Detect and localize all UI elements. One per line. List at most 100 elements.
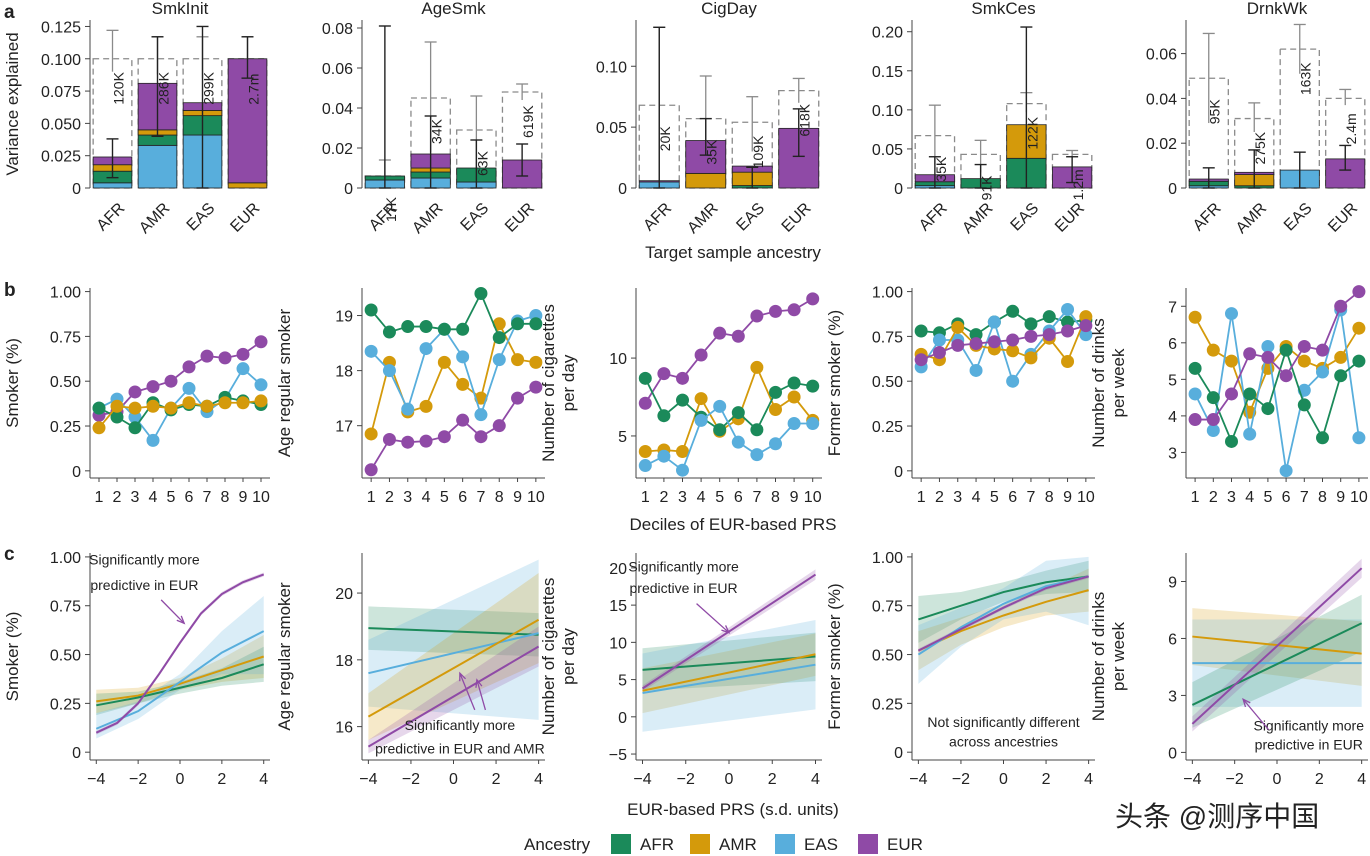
data-point-amr [1006,344,1020,358]
fit-line-afr [96,663,265,707]
y-tick-label: 0.02 [322,141,353,158]
panel-a-2: AgeSmk00.020.040.060.0817KAFR34KAMR63KEA… [322,0,543,237]
data-point-afr [1042,310,1056,324]
data-point-eur [218,351,232,365]
x-tick-label: AMR [684,200,721,237]
fit-line-afr [368,627,539,636]
x-tick-label: −2 [129,771,147,788]
data-point-eur [1225,387,1238,401]
x-tick-label: 2 [659,489,668,506]
annotation-arrowhead [721,625,731,634]
data-point-amr [1297,354,1311,368]
sample-size-label: 2.4m [1343,113,1359,144]
legend-label-eur: EUR [887,835,923,854]
sample-size-label: 35K [704,139,720,165]
x-tick-label: EAS [184,200,219,235]
data-point-eur [200,349,214,363]
y-axis-label: Age regular smoker [275,582,294,731]
data-point-eur [969,337,983,351]
y-tick-label: 0.04 [1146,91,1177,108]
x-tick-label: AMR [409,200,446,237]
data-point-eas [1188,387,1202,401]
data-point-amr [236,396,250,410]
series-line-eas [920,308,1087,384]
reference-bar [1234,117,1275,189]
data-point-afr [713,423,727,437]
data-point-eas [1279,464,1293,478]
data-point-eas [401,402,415,416]
data-point-afr [787,376,801,390]
data-point-amr [787,390,801,404]
legend-key-amr [690,834,710,854]
data-point-eas [146,433,160,447]
fit-line-eur [917,575,1089,652]
panel-b-1: 0 0.25 0.50 0.75 1.00 Smoker (%) 1 2 3 4 5 6 7 8 9 10 [3,285,270,506]
data-point-eas [1006,374,1020,388]
y-tick-label: 0 [618,710,627,727]
annotation-text: Significantly more [405,717,516,733]
x-tick-label: −4 [359,771,377,788]
y-tick-label: 18 [335,653,353,670]
x-tick-label: 3 [953,489,962,506]
reference-bar [1325,97,1366,189]
data-point-eur [694,348,708,362]
data-point-afr [437,322,451,336]
x-tick-label: AFR [1190,200,1225,235]
data-point-amr [769,402,782,416]
data-point-eur [1297,339,1311,353]
data-point-eas [456,350,470,364]
data-point-afr [1061,315,1075,329]
y-tick-label: 0.25 [50,419,81,436]
data-point-afr [1352,354,1366,368]
series-line-amr [920,316,1087,364]
data-point-afr [456,322,470,336]
y-axis-label: Number of drinks [1089,592,1108,721]
fit-line-amr [367,618,540,718]
data-point-eur [236,347,250,361]
x-tick-label: 4 [697,489,706,506]
series-line-eur [644,298,814,404]
x-tick-label: 0 [999,771,1008,788]
data-point-amr [110,399,124,413]
panel-title: DrnkWk [1247,0,1308,18]
sample-size-label: 120K [111,71,127,104]
data-point-afr [128,421,142,435]
series-line-eur [920,324,1087,361]
x-tick-label: AFR [94,200,129,235]
y-tick-label: 0 [344,181,353,198]
data-point-eas [694,413,708,427]
x-tick-label: 5 [167,489,176,506]
x-tick-label: 7 [752,489,761,506]
data-point-eas [1316,365,1329,379]
x-tick-label: AMR [136,200,173,237]
ci-band-amr [918,568,1089,671]
x-tick-label: EAS [1281,200,1316,235]
sample-size-label: 91K [979,175,995,201]
row-b-xlabel: Deciles of EUR-based PRS [630,515,837,534]
x-tick-label: AMR [1233,200,1270,237]
y-tick-label: 4 [1168,409,1177,426]
y-tick-label: 0 [894,181,903,198]
y-tick-label: 0.06 [1146,47,1177,64]
y-tick-label: 9 [1168,574,1177,591]
data-point-eur [382,432,396,446]
sample-size-label: 275K [1252,131,1268,164]
data-point-eur [1042,328,1056,342]
annotation-arrowhead [176,615,186,625]
data-point-eur [787,303,801,317]
panel-a-5: DrnkWk 0 0.02 0.04 0.06 95K AFR 275K AMR 163K EAS 2… [1146,0,1366,237]
y-tick-label: 6 [1168,336,1177,353]
x-tick-label: 10 [804,489,822,506]
panel-a-1: SmkInit 0 0.025 0.050 0.075 0.100 0.125 Varianc… [3,0,268,237]
data-point-eur [1334,299,1348,313]
sample-size-label: 619K [520,105,536,138]
data-point-eur [146,380,160,394]
sample-size-label: 34K [429,118,445,144]
x-tick-label: 6 [458,489,467,506]
x-tick-label: 10 [527,489,545,506]
x-tick-label: AFR [640,200,675,235]
data-point-eur [932,346,946,360]
x-tick-label: 8 [1318,489,1327,506]
y-tick-label: 3 [1168,445,1177,462]
y-tick-label: 19 [335,309,353,326]
